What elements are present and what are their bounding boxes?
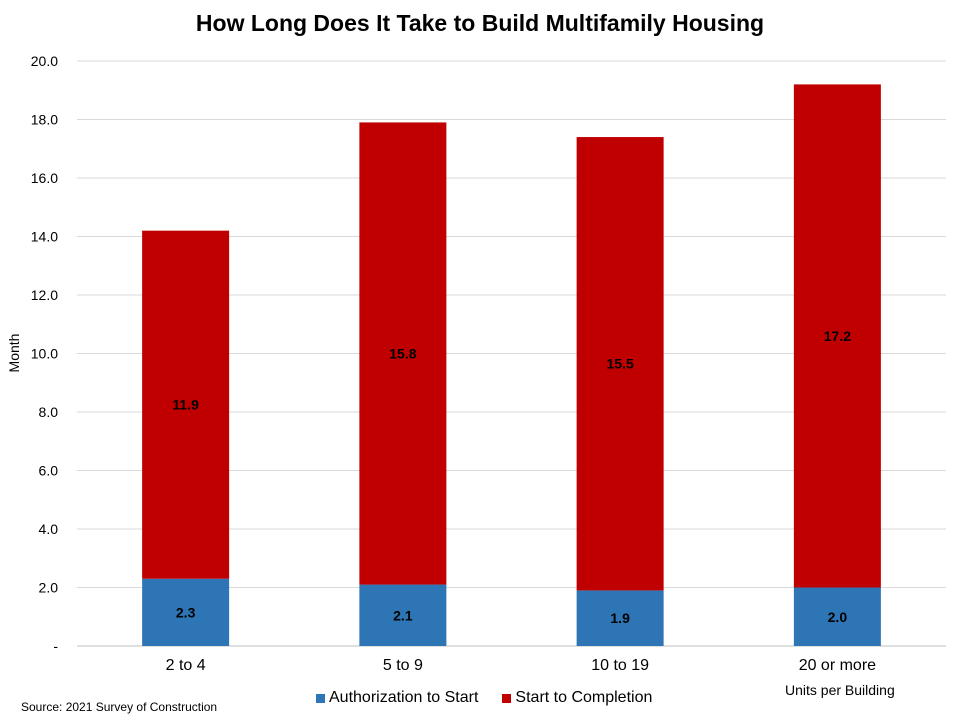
bar-completion	[793, 84, 881, 588]
bar-completion	[576, 137, 664, 591]
legend-swatch-completion	[502, 693, 512, 703]
y-tick-label: 4.0	[39, 521, 59, 537]
y-tick-label: 20.0	[31, 53, 58, 69]
data-label: 17.2	[824, 328, 851, 344]
bar-authorization	[576, 590, 664, 646]
bar-authorization	[793, 587, 881, 646]
x-tick-label: 5 to 9	[383, 657, 423, 674]
x-tick-label: 2 to 4	[166, 657, 206, 674]
y-tick-label: 16.0	[31, 170, 58, 186]
legend-label-authorization: Authorization to Start	[329, 689, 479, 706]
y-tick-label: 2.0	[39, 580, 59, 596]
y-tick-label: 6.0	[39, 463, 59, 479]
bar-authorization	[142, 578, 230, 646]
data-label: 2.0	[828, 609, 848, 625]
legend-item-authorization: Authorization to Start	[316, 689, 478, 707]
y-tick-label: 8.0	[39, 404, 59, 420]
legend-item-completion: Start to Completion	[502, 689, 652, 707]
legend-label-completion: Start to Completion	[515, 689, 653, 706]
x-tick-label: 20 or more	[799, 657, 876, 674]
x-tick-label: 10 to 19	[591, 657, 649, 674]
y-tick-label: 14.0	[31, 229, 58, 245]
y-tick-label: 12.0	[31, 287, 58, 303]
y-tick-label: 10.0	[31, 346, 58, 362]
source-note: Source: 2021 Survey of Construction	[21, 700, 218, 714]
legend-swatch-authorization	[316, 693, 325, 703]
data-label: 15.5	[607, 356, 634, 372]
bar-completion	[359, 122, 447, 585]
chart-title: How Long Does It Take to Build Multifami…	[195, 10, 765, 36]
legend: Authorization to Start Start to Completi…	[316, 689, 652, 707]
y-tick-label: -	[53, 638, 58, 654]
y-tick-label: 18.0	[31, 112, 58, 128]
data-label: 11.9	[172, 397, 199, 413]
data-label: 2.3	[176, 604, 196, 620]
bar-completion	[142, 230, 230, 579]
data-label: 1.9	[610, 610, 630, 626]
data-label: 2.1	[393, 607, 413, 623]
bar-authorization	[359, 584, 447, 646]
x-axis-label: Units per Building	[785, 682, 895, 698]
data-label: 15.8	[389, 346, 416, 362]
